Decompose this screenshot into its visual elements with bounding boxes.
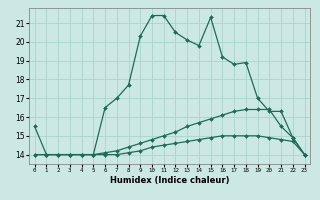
X-axis label: Humidex (Indice chaleur): Humidex (Indice chaleur) <box>110 176 229 185</box>
